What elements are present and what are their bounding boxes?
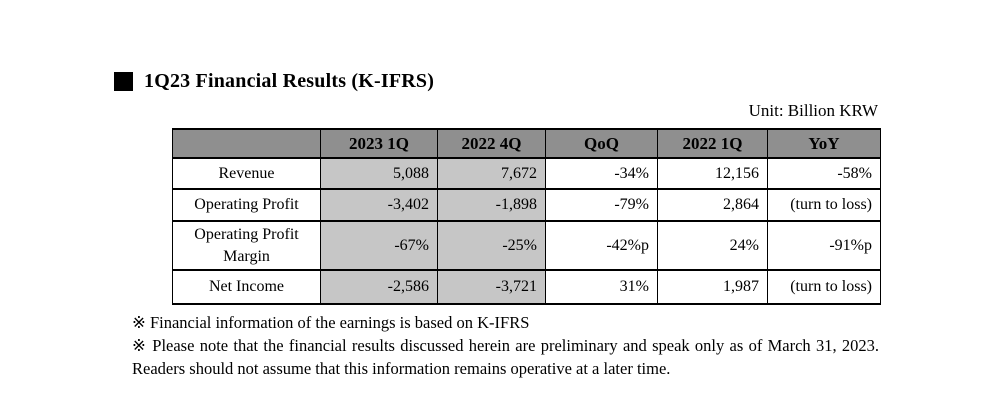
ni-2022-1q: 1,987 — [657, 269, 768, 306]
section-title-row: 1Q23 Financial Results (K-IFRS) — [114, 70, 434, 93]
opm-yoy: -91%p — [767, 219, 881, 272]
op-2022-4q: -1,898 — [437, 188, 546, 222]
row-label: Net Income — [172, 269, 321, 306]
op-2022-1q: 2,864 — [657, 188, 768, 222]
table-row-operating-profit-margin: Operating Profit Margin -67% -25% -42%p … — [172, 219, 881, 272]
opm-2022-1q: 24% — [657, 219, 768, 272]
table-row-net-income: Net Income -2,586 -3,721 31% 1,987 (turn… — [172, 269, 881, 306]
bullet-square-icon — [114, 72, 133, 91]
ni-yoy: (turn to loss) — [767, 269, 881, 306]
opm-2023-1q: -67% — [320, 219, 438, 272]
table-header-row: 2023 1Q 2022 4Q QoQ 2022 1Q YoY — [172, 128, 881, 159]
unit-label: Unit: Billion KRW — [748, 101, 878, 120]
revenue-2022-1q: 12,156 — [657, 157, 768, 190]
header-qoq: QoQ — [545, 128, 658, 159]
row-label: Operating Profit — [172, 188, 321, 222]
opm-2022-4q: -25% — [437, 219, 546, 272]
page-title: 1Q23 Financial Results (K-IFRS) — [144, 70, 435, 92]
header-empty-cell — [172, 128, 321, 159]
revenue-qoq: -34% — [545, 157, 658, 190]
footnotes: ※ Financial information of the earnings … — [132, 311, 879, 380]
ni-qoq: 31% — [545, 269, 658, 306]
row-label: Revenue — [172, 157, 321, 190]
op-2023-1q: -3,402 — [320, 188, 438, 222]
revenue-yoy: -58% — [767, 157, 881, 190]
header-2023-1q: 2023 1Q — [320, 128, 438, 159]
header-yoy: YoY — [767, 128, 881, 159]
financial-results-table: 2023 1Q 2022 4Q QoQ 2022 1Q YoY Revenue … — [172, 128, 881, 306]
revenue-2022-4q: 7,672 — [437, 157, 546, 190]
ni-2023-1q: -2,586 — [320, 269, 438, 306]
footnote-kifrs: ※ Financial information of the earnings … — [132, 313, 530, 332]
footnote-disclaimer: ※ Please note that the financial results… — [132, 336, 879, 378]
ni-2022-4q: -3,721 — [437, 269, 546, 306]
op-yoy: (turn to loss) — [767, 188, 881, 222]
header-2022-4q: 2022 4Q — [437, 128, 546, 159]
opm-qoq: -42%p — [545, 219, 658, 272]
op-qoq: -79% — [545, 188, 658, 222]
revenue-2023-1q: 5,088 — [320, 157, 438, 190]
row-label: Operating Profit Margin — [172, 219, 321, 272]
header-2022-1q: 2022 1Q — [657, 128, 768, 159]
table-row-revenue: Revenue 5,088 7,672 -34% 12,156 -58% — [172, 157, 881, 190]
table-row-operating-profit: Operating Profit -3,402 -1,898 -79% 2,86… — [172, 188, 881, 222]
